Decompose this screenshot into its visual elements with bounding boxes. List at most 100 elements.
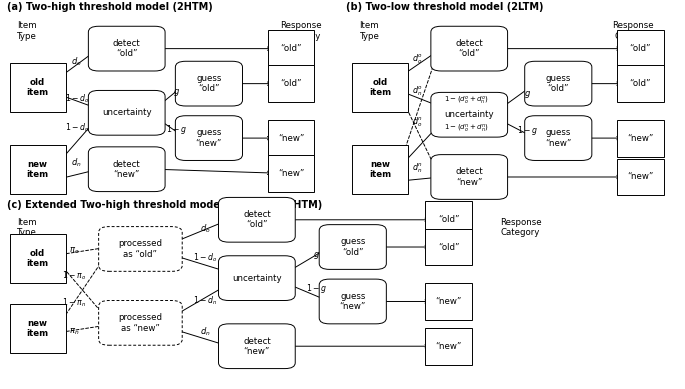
Text: $1-d_n$: $1-d_n$ (64, 121, 89, 134)
Text: detect
“new”: detect “new” (243, 336, 271, 356)
Text: “old”: “old” (438, 215, 460, 224)
Text: $1-d_n$: $1-d_n$ (193, 294, 218, 307)
Text: $g$: $g$ (313, 251, 320, 261)
Text: new
item: new item (369, 159, 391, 179)
Text: Item
Type: Item Type (17, 218, 37, 237)
Text: uncertainty: uncertainty (102, 108, 151, 117)
FancyBboxPatch shape (319, 225, 386, 270)
Text: Response
Category: Response Category (500, 218, 542, 237)
Text: guess
“old”: guess “old” (340, 237, 366, 257)
FancyBboxPatch shape (88, 91, 165, 135)
Text: processed
as “new”: processed as “new” (119, 313, 162, 333)
FancyBboxPatch shape (268, 120, 314, 156)
Text: “old”: “old” (630, 44, 651, 53)
Text: “new”: “new” (278, 133, 304, 143)
FancyBboxPatch shape (425, 328, 472, 365)
Text: $d_n^n$: $d_n^n$ (412, 161, 423, 175)
Text: old
item: old item (369, 78, 391, 97)
FancyBboxPatch shape (10, 63, 66, 112)
FancyBboxPatch shape (617, 30, 664, 67)
FancyBboxPatch shape (175, 61, 242, 106)
FancyBboxPatch shape (431, 155, 508, 199)
Text: uncertainty: uncertainty (232, 273, 282, 283)
Text: old
item: old item (27, 249, 49, 268)
FancyBboxPatch shape (10, 234, 66, 283)
FancyBboxPatch shape (425, 229, 472, 265)
FancyBboxPatch shape (352, 63, 408, 112)
Text: “new”: “new” (436, 342, 462, 351)
Text: $d_o^o$: $d_o^o$ (412, 53, 423, 66)
Text: detect
“old”: detect “old” (243, 210, 271, 230)
FancyBboxPatch shape (425, 202, 472, 238)
FancyBboxPatch shape (99, 300, 182, 345)
Text: (b) Two-low threshold model (2LTM): (b) Two-low threshold model (2LTM) (346, 2, 543, 12)
FancyBboxPatch shape (88, 26, 165, 71)
Text: $d_o^n$: $d_o^n$ (412, 116, 423, 129)
Text: uncertainty: uncertainty (445, 110, 494, 119)
FancyBboxPatch shape (219, 256, 295, 301)
Text: Item
Type: Item Type (17, 21, 37, 41)
Text: $1-\pi_o$: $1-\pi_o$ (62, 270, 86, 282)
FancyBboxPatch shape (431, 93, 508, 137)
FancyBboxPatch shape (425, 283, 472, 320)
Text: $d_n^o$: $d_n^o$ (412, 85, 423, 98)
FancyBboxPatch shape (175, 116, 242, 160)
Text: $d_n$: $d_n$ (71, 156, 82, 169)
Text: guess
“old”: guess “old” (545, 74, 571, 93)
FancyBboxPatch shape (268, 155, 314, 191)
Text: $1-d_o$: $1-d_o$ (64, 93, 89, 105)
FancyBboxPatch shape (617, 120, 664, 156)
Text: $1-g$: $1-g$ (306, 282, 327, 295)
Text: guess
“new”: guess “new” (545, 128, 571, 148)
FancyBboxPatch shape (88, 147, 165, 192)
FancyBboxPatch shape (10, 145, 66, 194)
Text: $d_o$: $d_o$ (200, 223, 211, 235)
FancyBboxPatch shape (525, 116, 592, 160)
Text: detect
“new”: detect “new” (456, 167, 483, 187)
FancyBboxPatch shape (617, 65, 664, 102)
Text: (a) Two-high threshold model (2HTM): (a) Two-high threshold model (2HTM) (7, 2, 212, 12)
FancyBboxPatch shape (352, 145, 408, 194)
Text: processed
as “old”: processed as “old” (119, 239, 162, 259)
Text: old
item: old item (27, 78, 49, 97)
Text: $1-d_o$: $1-d_o$ (193, 251, 218, 264)
Text: Response
Category: Response Category (612, 21, 654, 41)
Text: $1-(d_o^n+d_n^n)$: $1-(d_o^n+d_n^n)$ (444, 123, 489, 135)
Text: “old”: “old” (630, 79, 651, 88)
Text: “old”: “old” (280, 79, 302, 88)
Text: “new”: “new” (627, 172, 653, 182)
FancyBboxPatch shape (99, 226, 182, 272)
Text: $1-(d_o^o+d_n^o)$: $1-(d_o^o+d_n^o)$ (444, 95, 488, 107)
FancyBboxPatch shape (219, 324, 295, 369)
FancyBboxPatch shape (431, 26, 508, 71)
Text: $1-\pi_n$: $1-\pi_n$ (62, 296, 86, 309)
Text: (c) Extended Two-high threshold model (extended 2HTM): (c) Extended Two-high threshold model (e… (7, 200, 322, 210)
Text: $1-g$: $1-g$ (517, 124, 538, 137)
Text: $d_n$: $d_n$ (200, 325, 211, 338)
Text: $\pi_o$: $\pi_o$ (68, 245, 79, 256)
Text: $d_o$: $d_o$ (71, 55, 82, 68)
FancyBboxPatch shape (10, 304, 66, 353)
FancyBboxPatch shape (525, 61, 592, 106)
Text: detect
“old”: detect “old” (113, 39, 140, 58)
FancyBboxPatch shape (268, 65, 314, 102)
Text: Item
Type: Item Type (360, 21, 379, 41)
Text: “new”: “new” (627, 133, 653, 143)
Text: new
item: new item (27, 159, 49, 179)
Text: guess
“new”: guess “new” (196, 128, 222, 148)
FancyBboxPatch shape (319, 279, 386, 324)
Text: $1-g$: $1-g$ (166, 123, 187, 136)
Text: “new”: “new” (436, 297, 462, 306)
Text: “old”: “old” (280, 44, 302, 53)
Text: $g$: $g$ (173, 87, 180, 98)
Text: “old”: “old” (438, 242, 460, 252)
Text: detect
“new”: detect “new” (113, 159, 140, 179)
Text: $\pi_n$: $\pi_n$ (68, 326, 79, 336)
Text: new
item: new item (27, 319, 49, 338)
FancyBboxPatch shape (219, 198, 295, 242)
Text: detect
“old”: detect “old” (456, 39, 483, 58)
FancyBboxPatch shape (617, 159, 664, 195)
Text: “new”: “new” (278, 168, 304, 178)
Text: guess
“old”: guess “old” (196, 74, 222, 93)
Text: Response
Category: Response Category (281, 21, 322, 41)
